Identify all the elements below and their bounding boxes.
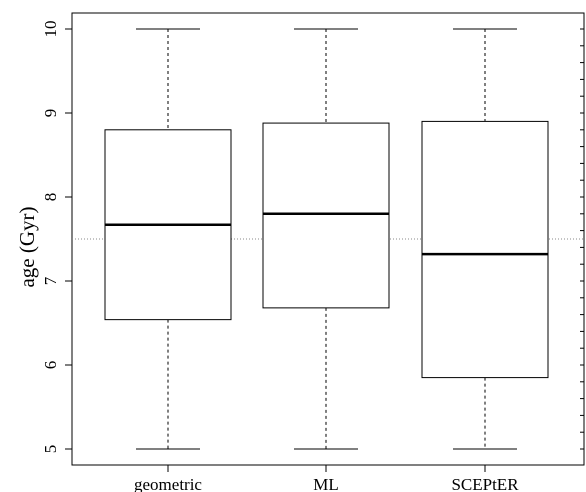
y-tick-label: 9 (41, 109, 60, 118)
y-tick-label: 7 (41, 276, 60, 285)
y-tick-label: 8 (41, 193, 60, 202)
box-ml (262, 122, 390, 309)
y-axis-label: age (Gyr) (15, 206, 39, 287)
box-scepter (421, 120, 549, 379)
y-tick-label: 6 (41, 361, 60, 370)
x-tick-label: ML (313, 475, 339, 492)
x-tick-label: geometric (134, 475, 202, 492)
y-tick-label: 5 (41, 445, 60, 454)
x-tick-label: SCEPtER (451, 475, 519, 492)
y-tick-label: 10 (41, 21, 60, 38)
